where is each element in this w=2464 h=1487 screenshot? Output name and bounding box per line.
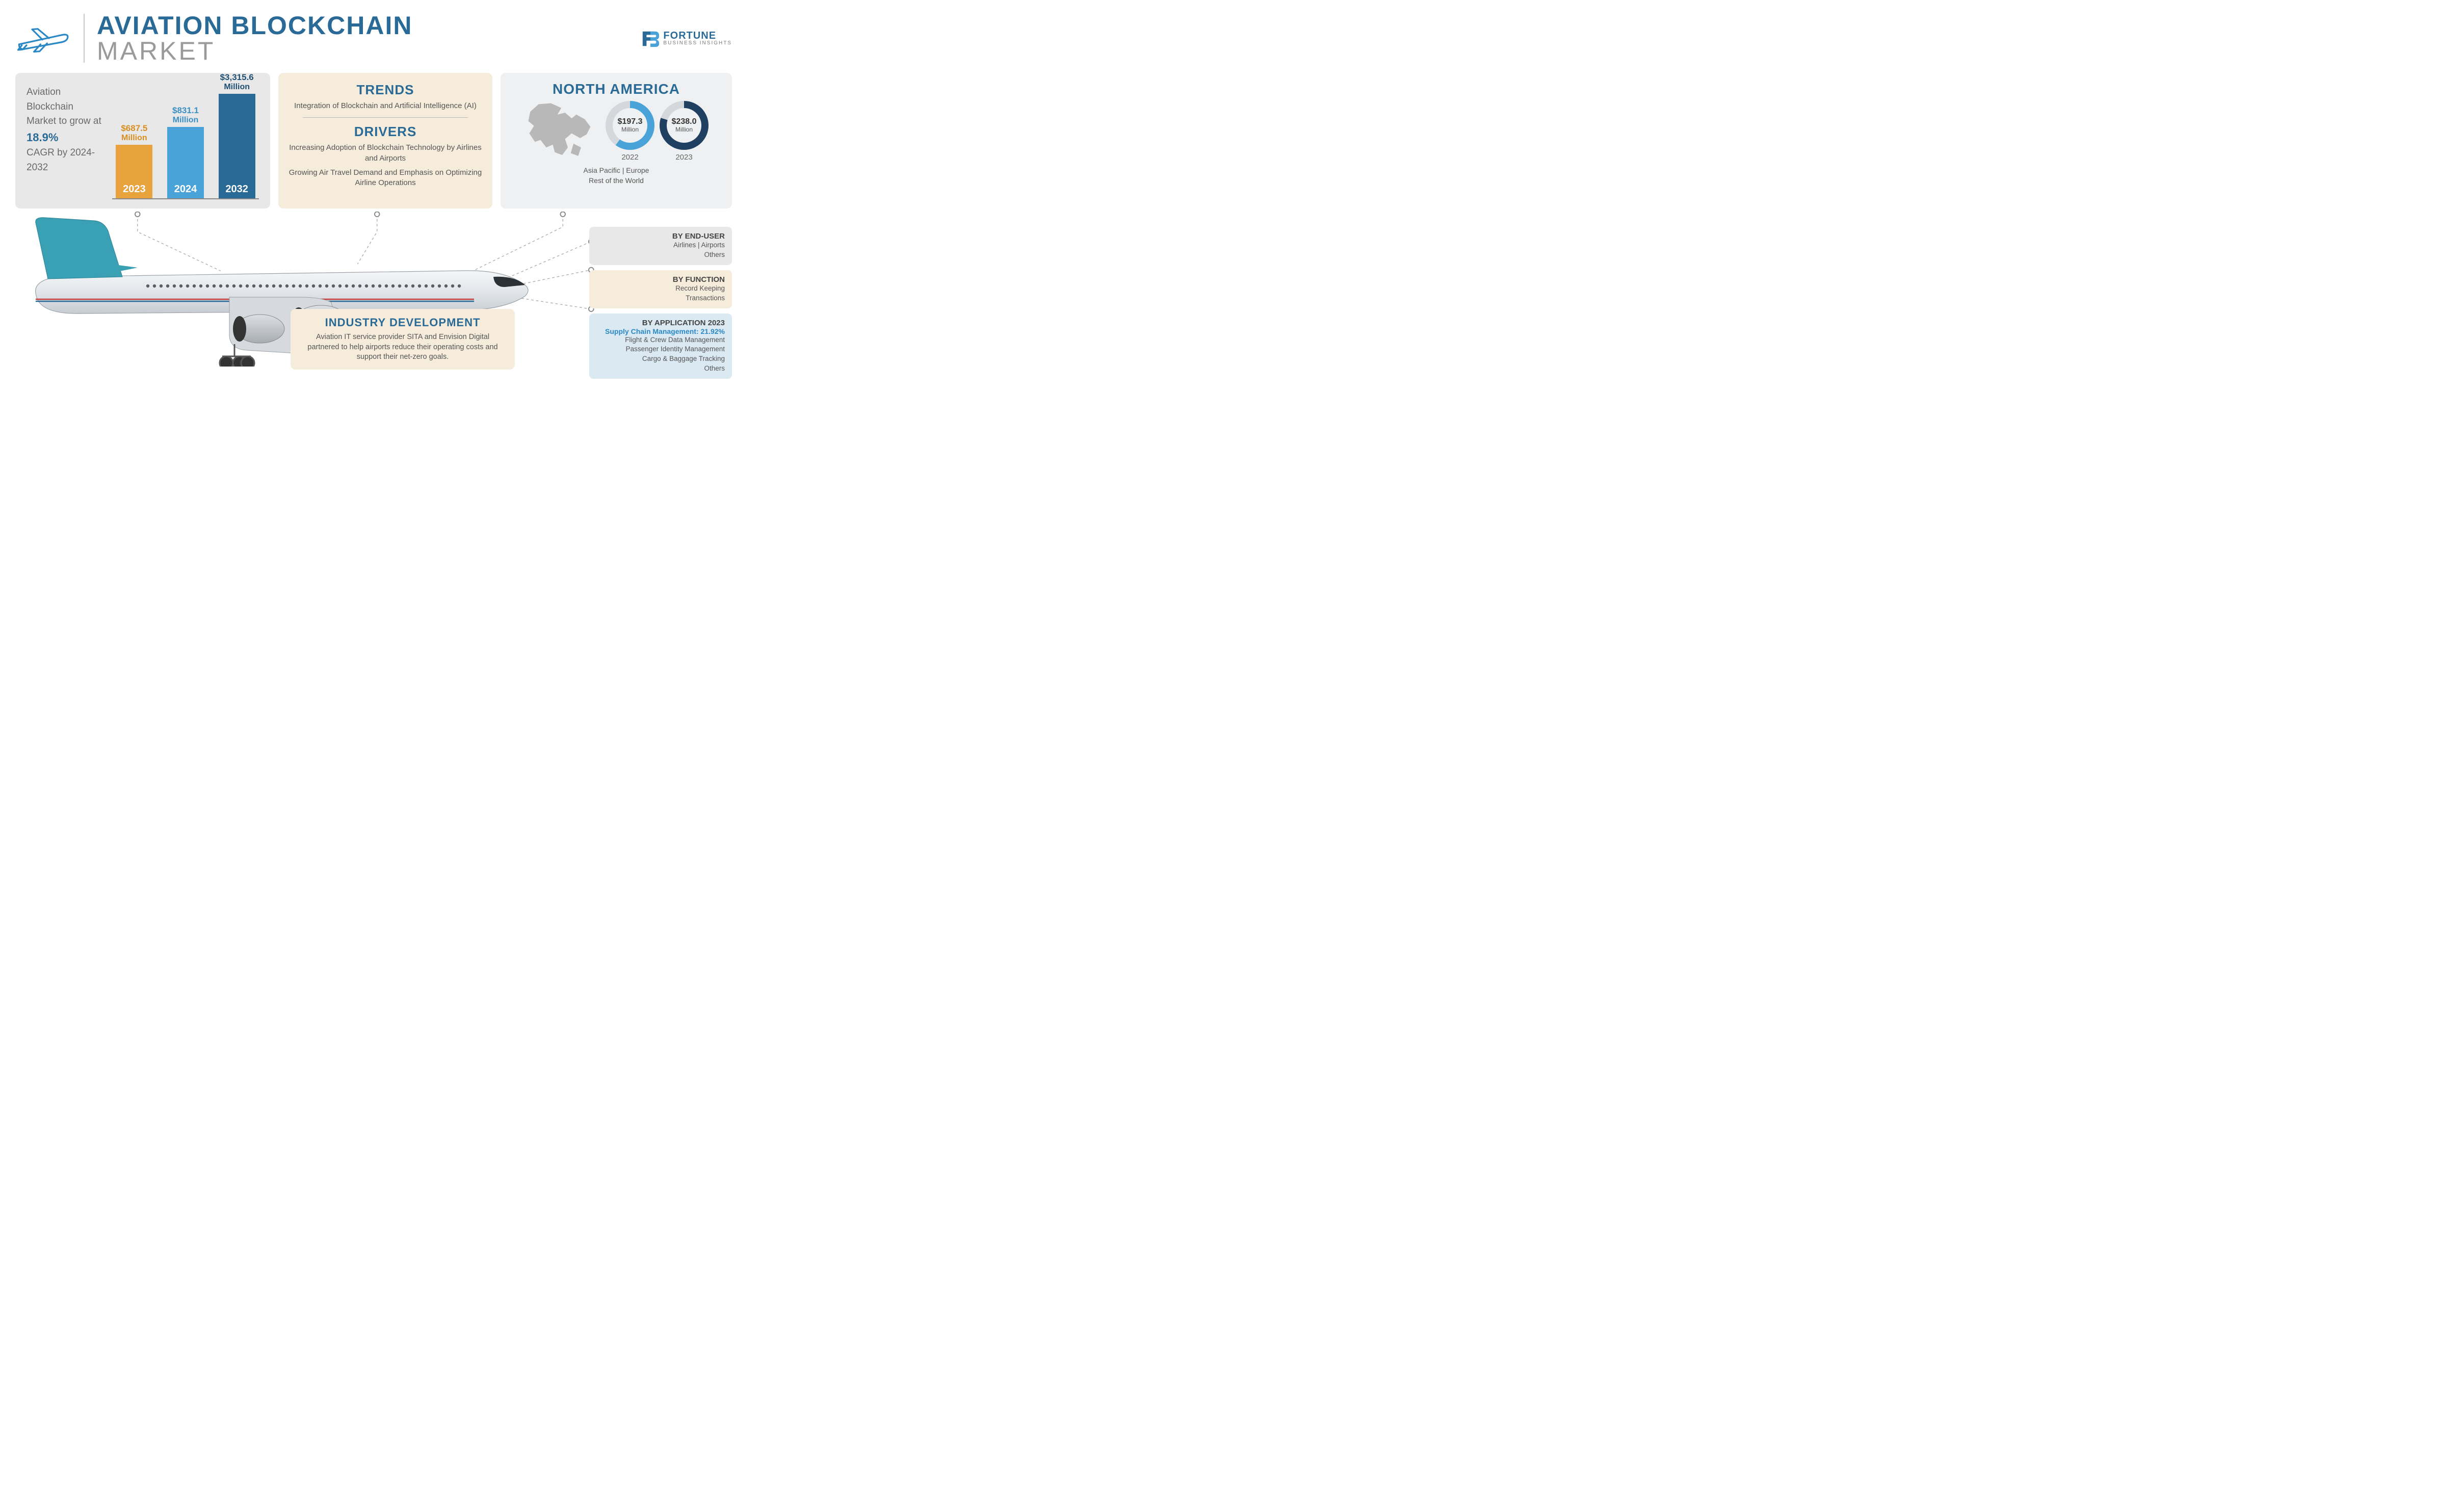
panel-function-line1: Record Keeping bbox=[596, 284, 725, 294]
panel-end-user-title: BY END-USER bbox=[596, 232, 725, 241]
header-left: AVIATION BLOCKCHAIN MARKET bbox=[15, 13, 412, 64]
cagr-percent: 18.9% bbox=[27, 131, 58, 144]
north-america-card: NORTH AMERICA $197.3Million2022$238.0Mil… bbox=[501, 73, 732, 208]
horizontal-divider bbox=[303, 117, 468, 118]
na-regions: Asia Pacific | Europe Rest of the World bbox=[508, 166, 725, 186]
donut-inner: $197.3Million bbox=[613, 108, 647, 143]
panel-end-user-line1: Airlines | Airports bbox=[596, 241, 725, 250]
donut-inner: $238.0Million bbox=[667, 108, 701, 143]
panel-end-user: BY END-USER Airlines | Airports Others bbox=[589, 227, 732, 265]
panel-app-title: BY APPLICATION 2023 bbox=[596, 319, 725, 327]
donut-item: $238.0Million 2023 bbox=[660, 101, 709, 162]
bar-year: 2023 bbox=[123, 184, 146, 198]
title-top: AVIATION BLOCKCHAIN bbox=[97, 13, 412, 38]
airplane-outline-icon bbox=[15, 20, 71, 56]
donut-value: $197.3 bbox=[618, 117, 643, 126]
panel-app-l2: Passenger Identity Management bbox=[596, 345, 725, 354]
industry-development-card: INDUSTRY DEVELOPMENT Aviation IT service… bbox=[291, 309, 515, 370]
cagr-text: Aviation Blockchain Market to grow at 18… bbox=[27, 82, 103, 199]
na-title: NORTH AMERICA bbox=[508, 81, 725, 97]
logo-mark-icon bbox=[641, 29, 660, 48]
top-cards-row: Aviation Blockchain Market to grow at 18… bbox=[15, 73, 732, 208]
logo-main-text: FORTUNE bbox=[663, 31, 732, 41]
donut-ring: $238.0Million bbox=[660, 101, 709, 150]
logo-sub-text: BUSINESS INSIGHTS bbox=[663, 41, 732, 46]
bar-rect: 2023 bbox=[116, 145, 152, 198]
bar-item: $3,315.6Million 2032 bbox=[215, 72, 259, 198]
bar-year: 2024 bbox=[174, 184, 197, 198]
vertical-divider bbox=[84, 14, 85, 63]
brand-logo: FORTUNE BUSINESS INSIGHTS bbox=[641, 29, 732, 48]
bar-value-label: $687.5Million bbox=[121, 123, 147, 143]
page-title: AVIATION BLOCKCHAIN MARKET bbox=[97, 13, 412, 64]
donut-item: $197.3Million 2022 bbox=[606, 101, 654, 162]
bar-value-label: $3,315.6Million bbox=[220, 72, 254, 92]
industry-title: INDUSTRY DEVELOPMENT bbox=[301, 316, 505, 329]
cagr-line1: Aviation Blockchain Market to grow at bbox=[27, 87, 101, 126]
title-bottom: MARKET bbox=[97, 38, 412, 64]
donut-unit: Million bbox=[621, 126, 639, 133]
bar-item: $831.1Million 2024 bbox=[164, 106, 208, 198]
bar-rect: 2024 bbox=[167, 127, 204, 198]
panel-function: BY FUNCTION Record Keeping Transactions bbox=[589, 270, 732, 308]
panel-app-highlight: Supply Chain Management: 21.92% bbox=[596, 327, 725, 335]
donut-year: 2023 bbox=[675, 153, 692, 162]
segment-panels: BY END-USER Airlines | Airports Others B… bbox=[589, 227, 732, 379]
panel-app-l4: Others bbox=[596, 364, 725, 374]
trends-text: Integration of Blockchain and Artificial… bbox=[289, 101, 482, 111]
drivers-title: DRIVERS bbox=[289, 124, 482, 140]
donut-ring: $197.3Million bbox=[606, 101, 654, 150]
header: AVIATION BLOCKCHAIN MARKET FORTUNE BUSIN… bbox=[15, 13, 732, 64]
bar-item: $687.5Million 2023 bbox=[112, 123, 156, 198]
cagr-line2: CAGR by 2024-2032 bbox=[27, 147, 95, 173]
panel-function-title: BY FUNCTION bbox=[596, 275, 725, 284]
panel-function-line2: Transactions bbox=[596, 294, 725, 303]
cagr-card: Aviation Blockchain Market to grow at 18… bbox=[15, 73, 270, 208]
donut-year: 2022 bbox=[621, 153, 638, 162]
bar-rect: 2032 bbox=[219, 94, 255, 198]
donut-charts: $197.3Million2022$238.0Million2023 bbox=[606, 101, 709, 162]
airplane-row: BY END-USER Airlines | Airports Others B… bbox=[15, 212, 732, 364]
panel-app-l1: Flight & Crew Data Management bbox=[596, 335, 725, 345]
trends-drivers-card: TRENDS Integration of Blockchain and Art… bbox=[278, 73, 492, 208]
donut-unit: Million bbox=[675, 126, 693, 133]
bar-value-label: $831.1Million bbox=[172, 106, 199, 125]
bar-year: 2032 bbox=[225, 184, 248, 198]
bar-chart: $687.5Million2023$831.1Million2024$3,315… bbox=[112, 82, 259, 199]
drivers-text-2: Growing Air Travel Demand and Emphasis o… bbox=[289, 168, 482, 189]
na-body: $197.3Million2022$238.0Million2023 bbox=[508, 100, 725, 162]
industry-text: Aviation IT service provider SITA and En… bbox=[301, 332, 505, 362]
panel-application: BY APPLICATION 2023 Supply Chain Managem… bbox=[589, 314, 732, 379]
donut-value: $238.0 bbox=[672, 117, 697, 126]
panel-end-user-line2: Others bbox=[596, 250, 725, 260]
trends-title: TRENDS bbox=[289, 82, 482, 98]
drivers-text-1: Increasing Adoption of Blockchain Techno… bbox=[289, 143, 482, 164]
north-america-map-icon bbox=[524, 100, 600, 162]
panel-app-l3: Cargo & Baggage Tracking bbox=[596, 354, 725, 364]
